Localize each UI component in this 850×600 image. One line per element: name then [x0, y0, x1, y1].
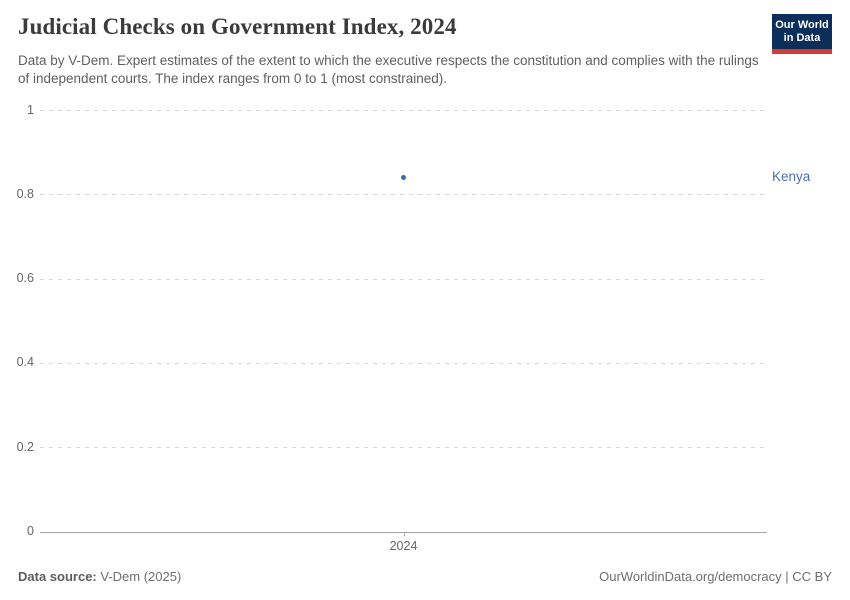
- series-label-kenya[interactable]: Kenya: [772, 169, 811, 185]
- y-axis-tick-label: 0.8: [16, 186, 34, 201]
- data-source-label: Data source:: [18, 569, 97, 584]
- owid-logo-text: Our World in Data: [772, 14, 832, 49]
- chart-subtitle: Data by V-Dem. Expert estimates of the e…: [18, 53, 759, 86]
- owid-logo-redbar: [772, 49, 832, 54]
- license-link[interactable]: OurWorldinData.org/democracy | CC BY: [599, 569, 832, 584]
- y-gridline: [40, 194, 767, 196]
- data-source-value: V-Dem (2025): [100, 569, 182, 584]
- y-gridline: [40, 362, 767, 364]
- data-source-note: Data source: V-Dem (2025): [18, 569, 181, 584]
- y-gridline: [40, 278, 767, 280]
- owid-logo-line2: in Data: [783, 32, 821, 44]
- x-axis-tick-label: 2024: [389, 538, 418, 553]
- x-axis-tick: [403, 531, 405, 536]
- y-axis-tick-label: 1: [27, 102, 34, 117]
- y-axis-tick-label: 0: [27, 524, 34, 538]
- y-axis-tick-label: 0.4: [16, 355, 34, 370]
- owid-logo-line1: Our World: [775, 19, 829, 31]
- chart-title: Judicial Checks on Government Index, 202…: [18, 14, 457, 39]
- y-gridline: [40, 447, 767, 449]
- x-axis-line: [40, 531, 767, 533]
- y-gridline: [40, 110, 767, 111]
- y-axis-tick-label: 0.2: [16, 439, 34, 454]
- y-axis-tick-label: 0.6: [16, 271, 34, 286]
- data-point-kenya[interactable]: [401, 174, 406, 180]
- owid-logo[interactable]: Our World in Data: [772, 14, 832, 54]
